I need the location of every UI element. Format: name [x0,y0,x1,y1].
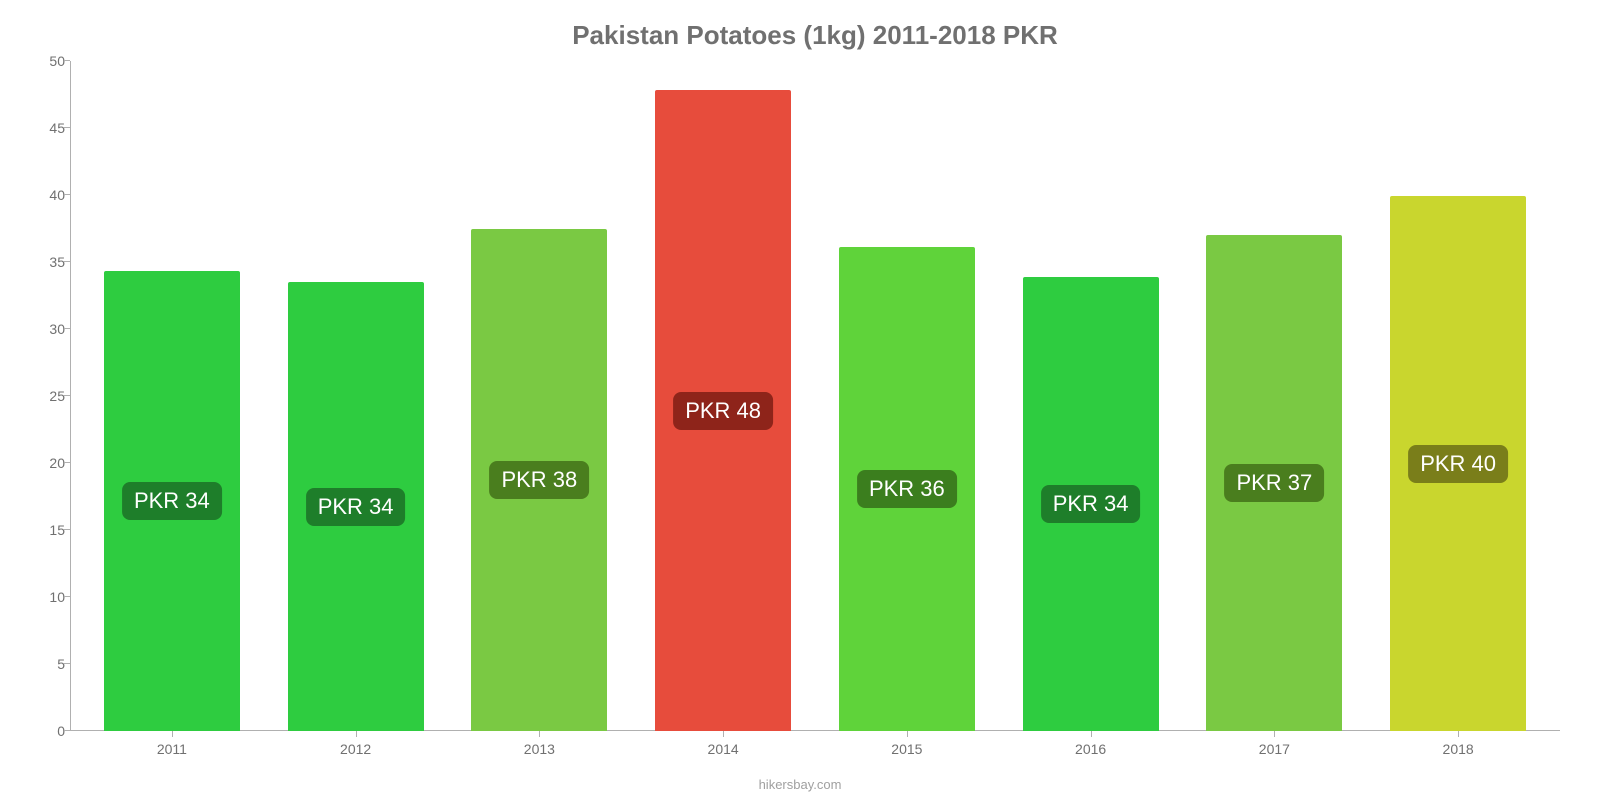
bar-value-label: PKR 36 [857,470,957,508]
y-tick-label: 20 [25,455,65,471]
x-tick-label: 2012 [340,741,371,757]
y-tick-label: 35 [25,254,65,270]
bar-slot: PKR 482014 [631,61,815,731]
x-tick-label: 2017 [1259,741,1290,757]
y-tick-label: 50 [25,53,65,69]
plot-area: 05101520253035404550 PKR 342011PKR 34201… [70,61,1560,731]
bar: PKR 37 [1206,235,1342,731]
y-tick-label: 0 [25,723,65,739]
bar-slot: PKR 342011 [80,61,264,731]
x-tick-mark [723,731,724,737]
y-axis: 05101520253035404550 [25,61,65,731]
x-tick-label: 2016 [1075,741,1106,757]
bar: PKR 34 [104,271,240,731]
x-tick-label: 2013 [524,741,555,757]
x-tick-mark [356,731,357,737]
bar-slot: PKR 342016 [999,61,1183,731]
bar-value-label: PKR 34 [122,482,222,520]
x-tick-mark [1091,731,1092,737]
bar: PKR 40 [1390,196,1526,731]
x-tick-mark [1274,731,1275,737]
x-tick-label: 2011 [157,741,187,757]
bar-slot: PKR 402018 [1366,61,1550,731]
bar: PKR 34 [288,282,424,731]
bar-slot: PKR 362015 [815,61,999,731]
source-attribution: hikersbay.com [0,777,1600,792]
bar: PKR 38 [471,229,607,732]
y-tick-label: 25 [25,388,65,404]
bar-value-label: PKR 34 [1041,485,1141,523]
x-tick-mark [907,731,908,737]
y-tick-label: 45 [25,120,65,136]
bar-value-label: PKR 34 [306,488,406,526]
bars-group: PKR 342011PKR 342012PKR 382013PKR 482014… [70,61,1560,731]
bar-value-label: PKR 40 [1408,445,1508,483]
bar-slot: PKR 382013 [448,61,632,731]
bar-value-label: PKR 48 [673,392,773,430]
bar: PKR 34 [1023,277,1159,731]
y-tick-label: 40 [25,187,65,203]
chart-title: Pakistan Potatoes (1kg) 2011-2018 PKR [70,20,1560,51]
y-tick-label: 10 [25,589,65,605]
y-tick-label: 15 [25,522,65,538]
chart-container: Pakistan Potatoes (1kg) 2011-2018 PKR 05… [0,0,1600,800]
x-tick-label: 2014 [708,741,739,757]
x-tick-mark [539,731,540,737]
bar: PKR 48 [655,90,791,731]
x-tick-label: 2018 [1443,741,1474,757]
x-tick-mark [172,731,173,737]
y-tick-label: 5 [25,656,65,672]
x-tick-label: 2015 [891,741,922,757]
y-tick-label: 30 [25,321,65,337]
bar-slot: PKR 372017 [1183,61,1367,731]
bar-value-label: PKR 37 [1224,464,1324,502]
bar-value-label: PKR 38 [489,461,589,499]
bar-slot: PKR 342012 [264,61,448,731]
x-tick-mark [1458,731,1459,737]
bar: PKR 36 [839,247,975,731]
